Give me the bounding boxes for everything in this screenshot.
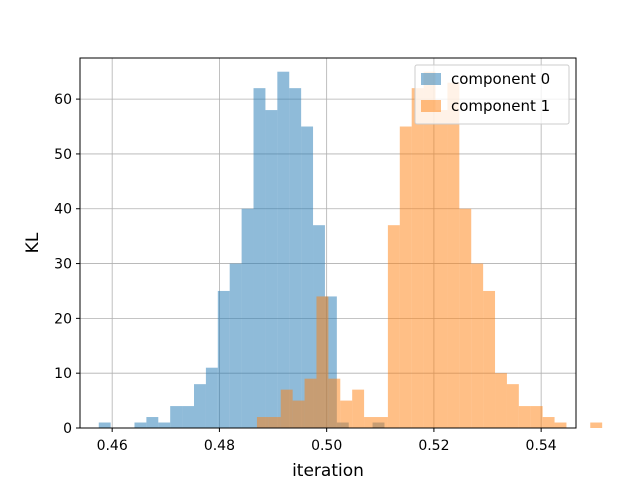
- bar-series-1-bin-15: [435, 110, 448, 429]
- bar-series-0-bin-17: [301, 126, 314, 428]
- bar-series-1-bin-13: [411, 88, 424, 429]
- bar-series-0-bin-13: [253, 88, 266, 429]
- y-axis-label: KL: [23, 232, 43, 253]
- bar-series-0-bin-12: [241, 208, 254, 428]
- x-tick-label-0.52: 0.52: [418, 438, 449, 454]
- bar-series-1-bin-24: [542, 417, 555, 428]
- bar-series-1-bin-3: [292, 400, 305, 428]
- bar-series-1-bin-23: [530, 406, 543, 428]
- bar-series-1-bin-18: [471, 263, 484, 428]
- series-1-bars: [256, 71, 603, 429]
- bar-series-1-bin-0: [256, 417, 269, 428]
- bar-series-1-bin-21: [506, 384, 519, 428]
- x-tick-label-0.50: 0.50: [311, 438, 342, 454]
- y-tick-label-0: 0: [63, 421, 72, 437]
- bar-series-1-bin-8: [352, 389, 365, 428]
- bar-series-0-bin-8: [193, 384, 206, 428]
- plot-frame: [79, 57, 577, 429]
- bar-series-0-bin-4: [146, 417, 159, 428]
- bar-series-0-bin-16: [289, 88, 302, 429]
- bar-series-0-bin-5: [158, 422, 171, 428]
- x-axis-label: iteration: [292, 461, 364, 480]
- bar-series-1-bin-5: [316, 296, 329, 428]
- bar-series-0-bin-6: [170, 406, 183, 428]
- bar-series-1-bin-14: [423, 71, 436, 428]
- bar-series-0-bin-10: [217, 290, 230, 428]
- grid-lines: [80, 58, 576, 429]
- y-tick-label-30: 30: [54, 257, 72, 273]
- legend-swatch-component-0: [421, 73, 441, 85]
- bar-series-1-bin-11: [387, 225, 400, 428]
- y-tick-label-10: 10: [54, 366, 72, 382]
- bar-series-1-bin-4: [304, 378, 317, 428]
- y-tick-label-40: 40: [54, 202, 72, 218]
- axis-ticks: 0.46 0.48 0.50 0.52 0.54 0 10 20 30 40 50 60: [54, 92, 557, 454]
- bar-series-1-bin-16: [447, 82, 460, 429]
- y-tick-label-60: 60: [54, 92, 72, 108]
- legend: component 0 component 1: [414, 64, 570, 125]
- bar-series-1-bin-1: [268, 417, 281, 428]
- bar-series-1-bin-25: [554, 422, 567, 428]
- x-tick-label-0.54: 0.54: [526, 438, 557, 454]
- legend-label-component-1: component 1: [451, 97, 550, 115]
- bar-series-1-bin-9: [364, 417, 376, 428]
- bar-series-0-bin-15: [277, 71, 290, 428]
- bar-series-1-bin-7: [340, 400, 353, 428]
- legend-box: [414, 64, 570, 125]
- bar-series-1-bin-19: [483, 290, 496, 428]
- bar-series-1-bin-12: [399, 126, 412, 428]
- bar-series-1-bin-28: [590, 422, 603, 428]
- x-tick-label-0.48: 0.48: [204, 438, 235, 454]
- bar-series-1-bin-2: [280, 389, 293, 428]
- bar-series-1-bin-20: [495, 373, 507, 428]
- bar-series-0-bin-0: [98, 422, 111, 428]
- bar-series-1-bin-17: [459, 208, 472, 428]
- bar-series-0-bin-19: [324, 296, 337, 428]
- x-tick-label-0.46: 0.46: [97, 438, 128, 454]
- bar-series-0-bin-9: [205, 367, 218, 428]
- legend-swatch-component-1: [421, 100, 441, 112]
- y-tick-label-20: 20: [54, 311, 72, 327]
- bar-series-0-bin-3: [134, 422, 147, 428]
- y-tick-label-50: 50: [54, 147, 72, 163]
- bar-series-0-bin-14: [265, 110, 278, 429]
- bar-series-0-bin-11: [229, 263, 242, 428]
- legend-label-component-0: component 0: [451, 70, 550, 88]
- bar-series-1-bin-6: [328, 378, 341, 428]
- bar-series-1-bin-10: [375, 417, 388, 428]
- bar-series-0-bin-7: [182, 406, 194, 428]
- histogram-bars: [98, 71, 603, 429]
- bar-series-1-bin-22: [518, 406, 531, 428]
